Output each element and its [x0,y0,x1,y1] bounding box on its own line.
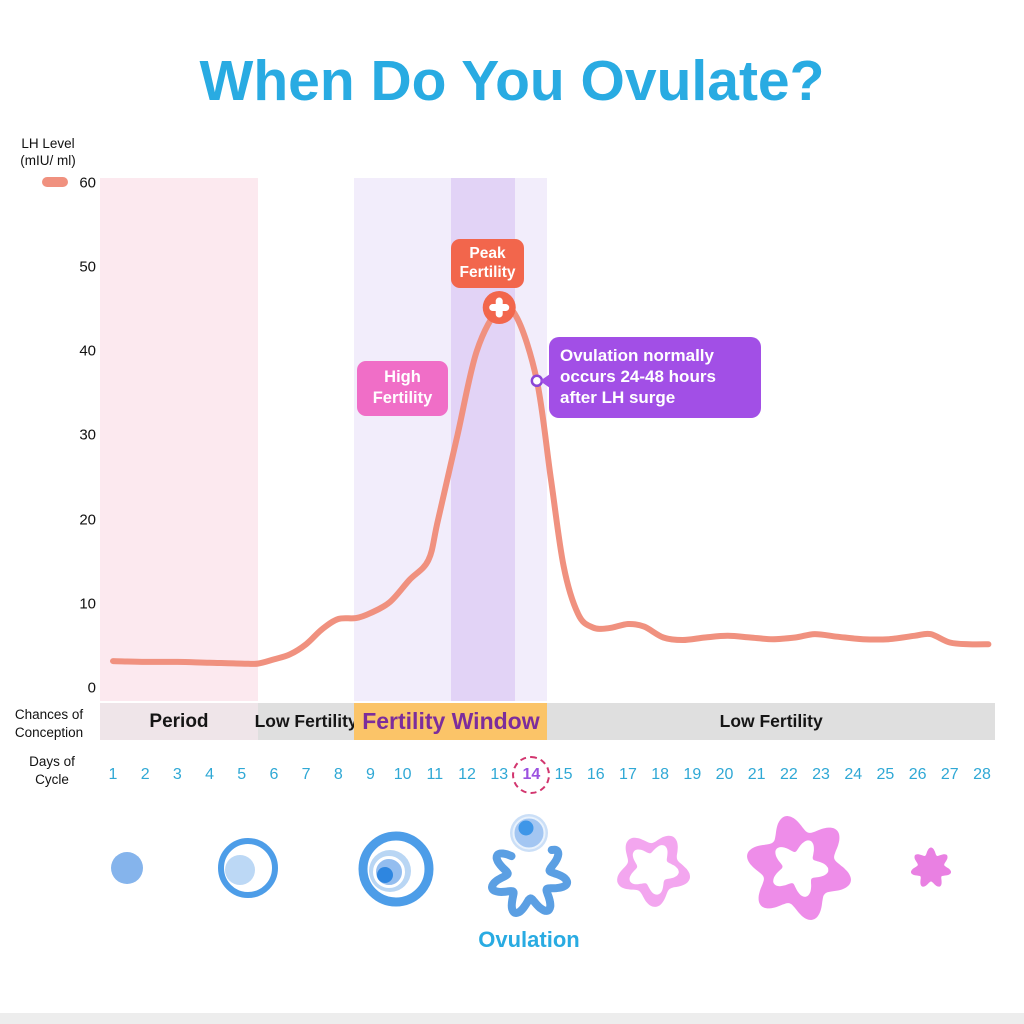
peak-fertility-badge: Peak Fertility [451,239,524,288]
growing-follicle-icon [218,838,278,898]
y-tick-40: 40 [79,342,96,360]
y-tick-20: 20 [79,511,96,529]
mature-follicle-icon [358,831,434,907]
conception-segment-low-fertility: Low Fertility [254,711,358,731]
y-axis-title-line2: (mIU/ ml) [20,152,76,168]
y-tick-0: 0 [87,679,96,697]
day-20: 20 [715,766,734,783]
day-18: 18 [651,766,670,783]
days-of-cycle-label: Days of Cycle [29,754,75,787]
day-9: 9 [366,766,375,783]
day-5: 5 [237,766,247,783]
ovulation-icon [488,814,572,918]
conception-segment-fertility-window: Fertility Window [354,703,548,740]
day-23: 23 [812,766,830,783]
day-26: 26 [908,766,927,783]
lh-line-legend-swatch [42,177,68,187]
day-28: 28 [973,766,991,783]
y-tick-60: 60 [79,174,96,192]
corpus-albicans-icon [910,847,952,887]
day-13: 13 [490,766,509,783]
chances-of-conception-label: Chances of Conception [14,707,84,740]
day-16: 16 [586,766,605,783]
early-follicle-icon [111,852,143,884]
day-7: 7 [301,766,311,783]
day-11: 11 [426,766,444,783]
day-10: 10 [393,766,412,783]
day-4: 4 [205,766,214,783]
circled-day-marker [512,756,551,794]
day-17: 17 [619,766,637,783]
corpus-luteum-icon [747,816,851,920]
day-21: 21 [747,766,766,783]
ovulation-caption: Ovulation [478,927,580,952]
day-15: 15 [554,766,573,783]
day-24: 24 [844,766,863,783]
y-axis-title: LH Level (mIU/ ml) [0,136,96,170]
day-27: 27 [940,766,959,783]
ovulation-callout: Ovulation normally occurs 24-48 hours af… [540,337,761,418]
conception-segment-low-fertility: Low Fertility [719,711,823,731]
day-6: 6 [269,766,279,783]
day-12: 12 [458,766,476,783]
footer-bar [0,1013,1024,1024]
page-title: When Do You Ovulate? [199,49,825,113]
y-axis-title-line1: LH Level [21,136,75,151]
y-tick-50: 50 [79,258,96,276]
day-1: 1 [108,766,118,783]
y-tick-30: 30 [79,426,96,444]
day-25: 25 [876,766,895,783]
day-19: 19 [683,766,702,783]
y-tick-10: 10 [79,595,96,613]
day-3: 3 [172,766,182,783]
corpus-luteum-forming-icon [617,835,691,907]
band-period [100,178,258,701]
day-2: 2 [140,766,150,783]
conception-segment-period: Period [100,703,258,740]
high-fertility-badge: High Fertility [357,361,448,416]
day-22: 22 [779,766,798,783]
day-8: 8 [333,766,343,783]
